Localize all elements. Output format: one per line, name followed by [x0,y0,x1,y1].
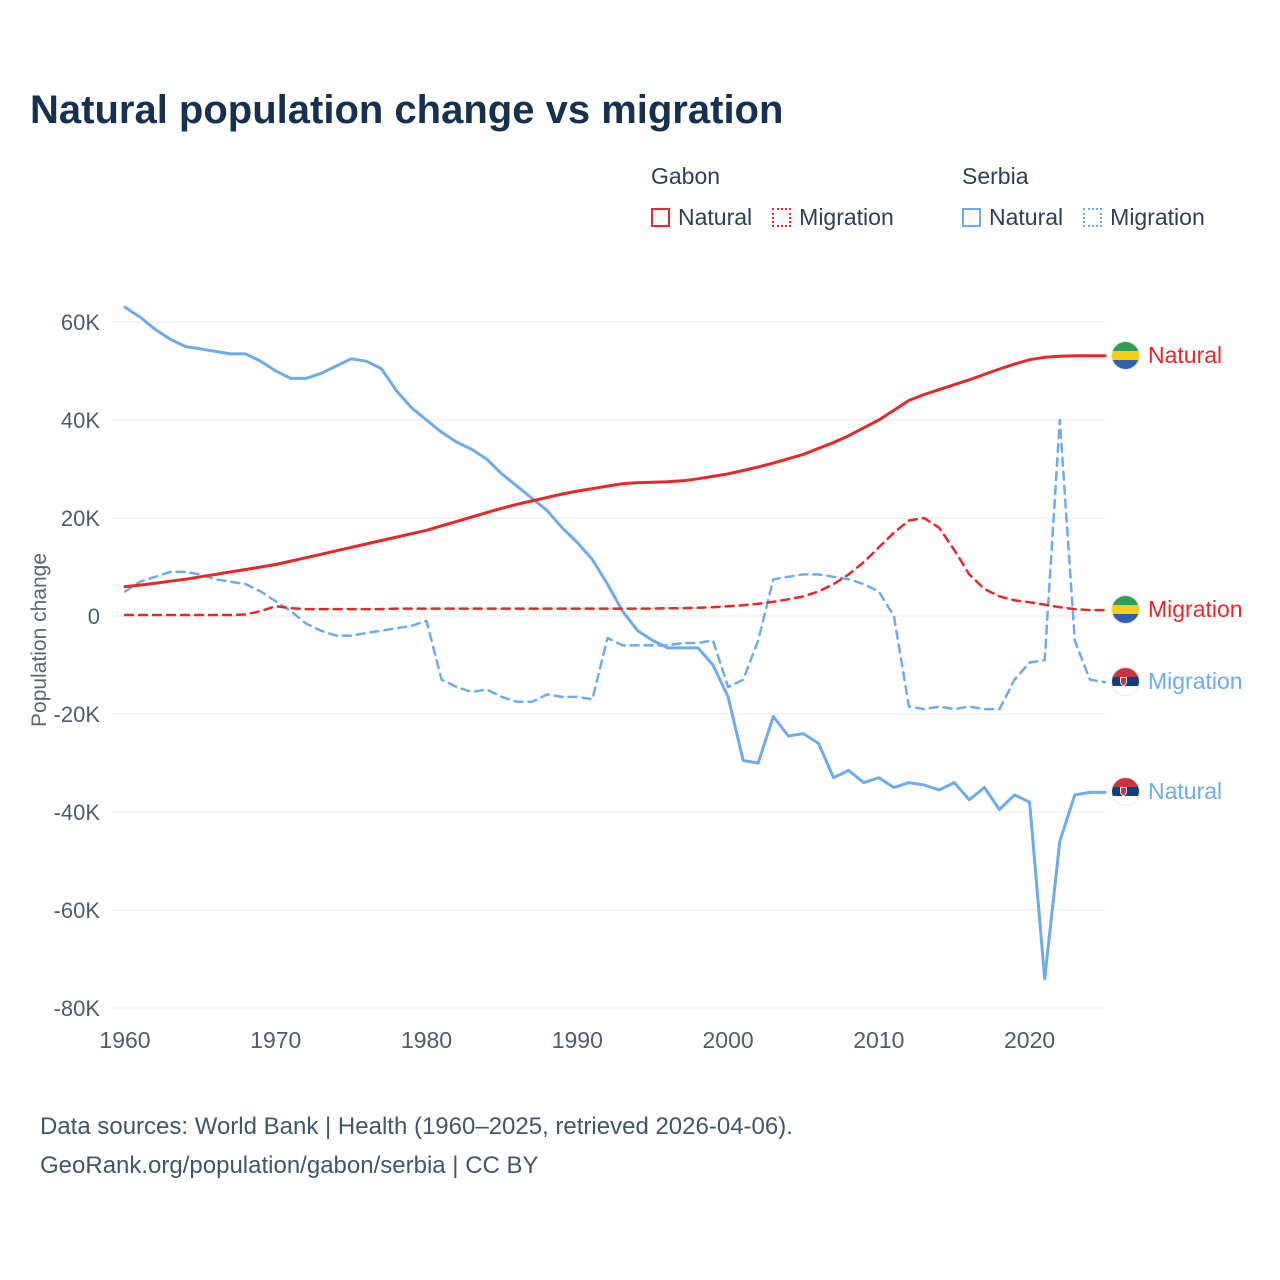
x-tick-label: 1970 [250,1027,301,1053]
legend-label: Migration [1110,204,1205,230]
serbia-migration-line [123,418,1107,711]
legend-group-title-serbia: Serbia [962,163,1029,189]
legend-swatch-solid-blue [962,208,981,227]
legend-swatch-solid-red [651,208,670,227]
y-tick-label: 0 [88,604,100,629]
legend-item-serbia-natural[interactable]: Natural [962,204,1063,231]
legend-group-title-gabon: Gabon [651,163,721,189]
attribution-line: GeoRank.org/population/gabon/serbia | CC… [40,1151,539,1179]
legend-items-serbia: Natural Migration [962,204,1205,231]
x-tick-label: 2000 [702,1027,753,1053]
serbia-natural-line [123,305,1107,981]
x-tick-label: 1990 [552,1027,603,1053]
y-tick-label: -60K [54,898,101,923]
y-axis-title: Population change [28,553,51,727]
legend-group-gabon: Gabon Natural Migration [651,163,894,231]
y-tick-label: -80K [54,996,101,1021]
gabon-natural-line [123,354,1107,589]
legend-items-gabon: Natural Migration [651,204,894,231]
legend-item-gabon-natural[interactable]: Natural [651,204,752,231]
x-tick-label: 2010 [853,1027,904,1053]
chart-title: Natural population change vs migration [30,88,784,132]
serbia-flag-icon [1112,778,1139,806]
y-tick-label: 40K [61,408,100,433]
legend-swatch-dashed-blue [1083,208,1103,227]
gabon-flag-icon [1112,596,1139,624]
legend-item-gabon-migration[interactable]: Migration [772,204,894,231]
y-tick-label: 20K [61,506,100,531]
legend-item-serbia-migration[interactable]: Migration [1083,204,1205,231]
legend-swatch-dashed-red [772,208,792,227]
gabon-flag-icon [1112,342,1139,370]
y-tick-label: -40K [54,800,101,825]
series-end-label-gabon-natural: Natural [1112,342,1223,370]
y-tick-label: -20K [54,702,101,727]
data-sources-line: Data sources: World Bank | Health (1960–… [40,1113,793,1140]
end-label-text: Migration [1148,596,1243,623]
series-end-label-serbia-migration: Migration [1112,668,1243,696]
x-tick-label: 1980 [401,1027,452,1053]
end-label-text: Natural [1148,342,1223,369]
end-label-text: Natural [1148,778,1223,805]
gabon-migration-line [123,516,1107,617]
x-tick-label: 1960 [99,1027,150,1053]
y-tick-label: 60K [61,310,100,335]
legend-group-serbia: Serbia Natural Migration [962,163,1205,231]
x-tick-label: 2020 [1004,1027,1055,1053]
end-label-text: Migration [1148,668,1243,695]
series-end-label-serbia-natural: Natural [1112,778,1223,806]
legend-label: Natural [678,204,753,230]
series-end-label-gabon-migration: Migration [1112,596,1243,624]
legend-label: Natural [989,204,1064,230]
serbia-flag-icon [1112,668,1139,696]
footer: Data sources: World Bank | Health (1960–… [40,1108,793,1186]
legend-label: Migration [799,204,894,230]
